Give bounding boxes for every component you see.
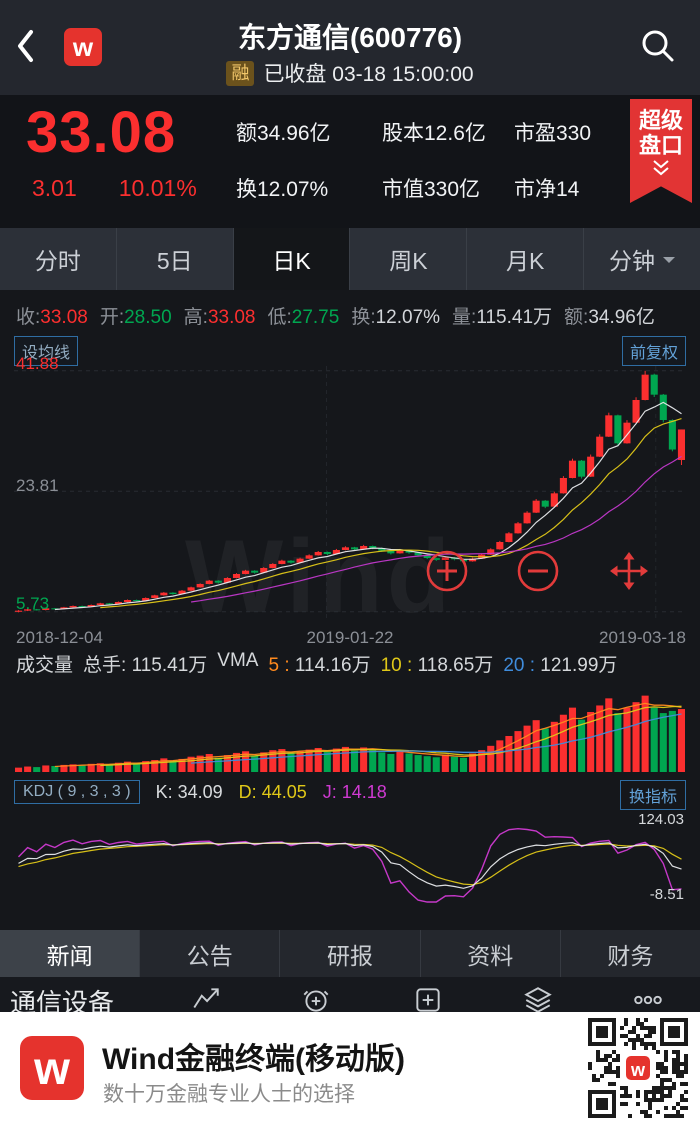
more-options-icon[interactable]	[632, 983, 664, 1012]
sector-toolbar-row: 通信设备	[0, 977, 700, 1012]
tab-research-reports[interactable]: 研报	[280, 930, 421, 977]
zoom-out-button[interactable]	[516, 549, 560, 593]
period-tabbar: 分时 5日 日K 周K 月K 分钟	[0, 228, 700, 290]
search-icon[interactable]	[636, 24, 680, 68]
kdj-header: KDJ ( 9 , 3 , 3 ) K: 34.09 D: 44.05 J: 1…	[14, 780, 387, 804]
alert-add-icon[interactable]	[300, 983, 332, 1012]
stat-turnover: 换12.07%	[236, 178, 329, 201]
tab-5day[interactable]: 5日	[117, 228, 234, 290]
chevron-down-icon	[663, 256, 676, 269]
ribbon-line1: 超级	[638, 108, 683, 133]
stat-pb: 市净14	[514, 178, 580, 201]
volume-total: 115.41万	[131, 655, 208, 676]
kdj-chart[interactable]	[0, 822, 700, 908]
status-line: 融 已收盘 03-18 15:00:00	[0, 58, 700, 88]
low-value: 27.75	[291, 307, 340, 328]
date-left: 2018-12-04	[16, 628, 103, 647]
stat-marketcap: 市值330亿	[382, 178, 481, 201]
trend-share-icon[interactable]	[190, 983, 222, 1012]
kdj-indicator-button[interactable]: KDJ ( 9 , 3 , 3 )	[14, 780, 140, 804]
kdj-min-label: -8.51	[649, 886, 684, 903]
vma10-value: 118.65万	[417, 655, 494, 676]
market-status: 已收盘 03-18 15:00:00	[263, 63, 474, 86]
tab-weekly-k[interactable]: 周K	[350, 228, 468, 290]
wind-watermark: Wind	[185, 519, 455, 635]
y-axis-mid-label: 23.81	[16, 476, 59, 495]
stat-pe: 市盈330	[514, 122, 592, 145]
y-axis-high-label: 41.88	[16, 354, 59, 373]
tab-fenshi[interactable]: 分时	[0, 228, 117, 290]
pan-move-button[interactable]	[607, 549, 651, 593]
high-value: 33.08	[207, 307, 256, 328]
tab-monthly-k[interactable]: 月K	[467, 228, 585, 290]
forward-adjusted-button[interactable]: 前复权	[621, 336, 686, 366]
tab-news[interactable]: 新闻	[0, 930, 141, 977]
tab-minute[interactable]: 分钟	[584, 228, 700, 290]
last-price: 33.08	[26, 100, 177, 165]
price-change: 3.01	[32, 175, 77, 201]
sector-link[interactable]: 通信设备	[10, 988, 115, 1012]
wind-banner-logo: w	[20, 1036, 84, 1100]
vma-label: VMA	[217, 650, 259, 671]
add-to-watchlist-icon[interactable]	[412, 983, 444, 1012]
kdj-d-value: 44.05	[261, 781, 307, 802]
quote-panel: 33.08 3.01 10.01% 额34.96亿 股本12.6亿 市盈330 …	[0, 95, 700, 228]
close-value: 33.08	[40, 307, 88, 328]
tab-daily-k[interactable]: 日K	[233, 228, 351, 290]
price-change-row: 3.01 10.01%	[32, 175, 197, 202]
qr-code: w	[588, 1018, 688, 1118]
volume-title: 成交量	[16, 655, 74, 676]
page-title: 东方通信(600776)	[237, 22, 463, 53]
double-chevron-down-icon	[653, 160, 669, 176]
turnover-value: 12.07%	[375, 307, 441, 328]
kdj-j-value: 14.18	[341, 781, 387, 802]
tab-announcements[interactable]: 公告	[140, 930, 281, 977]
volume-header: 成交量 总手: 115.41万 VMA 5 : 114.16万 10 : 118…	[16, 650, 618, 676]
content-tabbar: 新闻 公告 研报 资料 财务	[0, 930, 700, 977]
banner-subtitle: 数十万金融专业人士的选择	[103, 1083, 355, 1106]
volume-value: 115.41万	[476, 307, 553, 328]
open-value: 28.50	[124, 307, 172, 328]
tab-profile[interactable]: 资料	[421, 930, 561, 977]
price-change-pct: 10.01%	[118, 175, 197, 201]
set-ma-button[interactable]: 设均线	[14, 336, 79, 366]
tab-financials[interactable]: 财务	[607, 942, 654, 969]
ohlc-info-line: 收:33.08 开:28.50 高:33.08 低:27.75 换:12.07%…	[16, 307, 655, 328]
stat-amount: 额34.96亿	[236, 122, 331, 145]
quote-stats: 额34.96亿 股本12.6亿 市盈330 换12.07% 市值330亿 市净1…	[236, 117, 626, 203]
chart-section: 收:33.08 开:28.50 高:33.08 低:27.75 换:12.07%…	[0, 290, 700, 930]
date-right: 2019-03-18	[599, 628, 686, 647]
switch-indicator-button[interactable]: 换指标	[619, 780, 686, 810]
margin-trading-badge: 融	[226, 60, 255, 86]
y-axis-low-label: 5.73	[16, 594, 50, 613]
kdj-k-value: 34.09	[177, 781, 223, 802]
zoom-in-button[interactable]	[425, 549, 469, 593]
layers-compare-icon[interactable]	[522, 983, 554, 1012]
svg-text:w: w	[630, 1060, 646, 1080]
wind-logo: w	[64, 28, 102, 66]
vma5-value: 114.16万	[294, 655, 371, 676]
kdj-max-label: 124.03	[638, 811, 684, 828]
ribbon-line2: 盘口	[638, 133, 683, 158]
vma20-value: 121.99万	[540, 655, 618, 676]
back-chevron-icon	[18, 30, 33, 62]
banner-title: Wind金融终端(移动版)	[102, 1043, 406, 1076]
back-button[interactable]	[12, 26, 40, 66]
volume-chart[interactable]	[0, 680, 700, 776]
super-pankou-ribbon[interactable]: 超级 盘口	[630, 99, 692, 203]
candlestick-chart[interactable]	[0, 352, 700, 640]
stat-shares: 股本12.6亿	[382, 122, 486, 145]
promo-banner[interactable]: w Wind金融终端(移动版) 数十万金融专业人士的选择 w	[0, 1012, 700, 1125]
header: w 东方通信(600776) 融 已收盘 03-18 15:00:00	[0, 0, 700, 95]
amount-value: 34.96亿	[588, 307, 655, 328]
date-mid: 2019-01-22	[306, 628, 394, 647]
